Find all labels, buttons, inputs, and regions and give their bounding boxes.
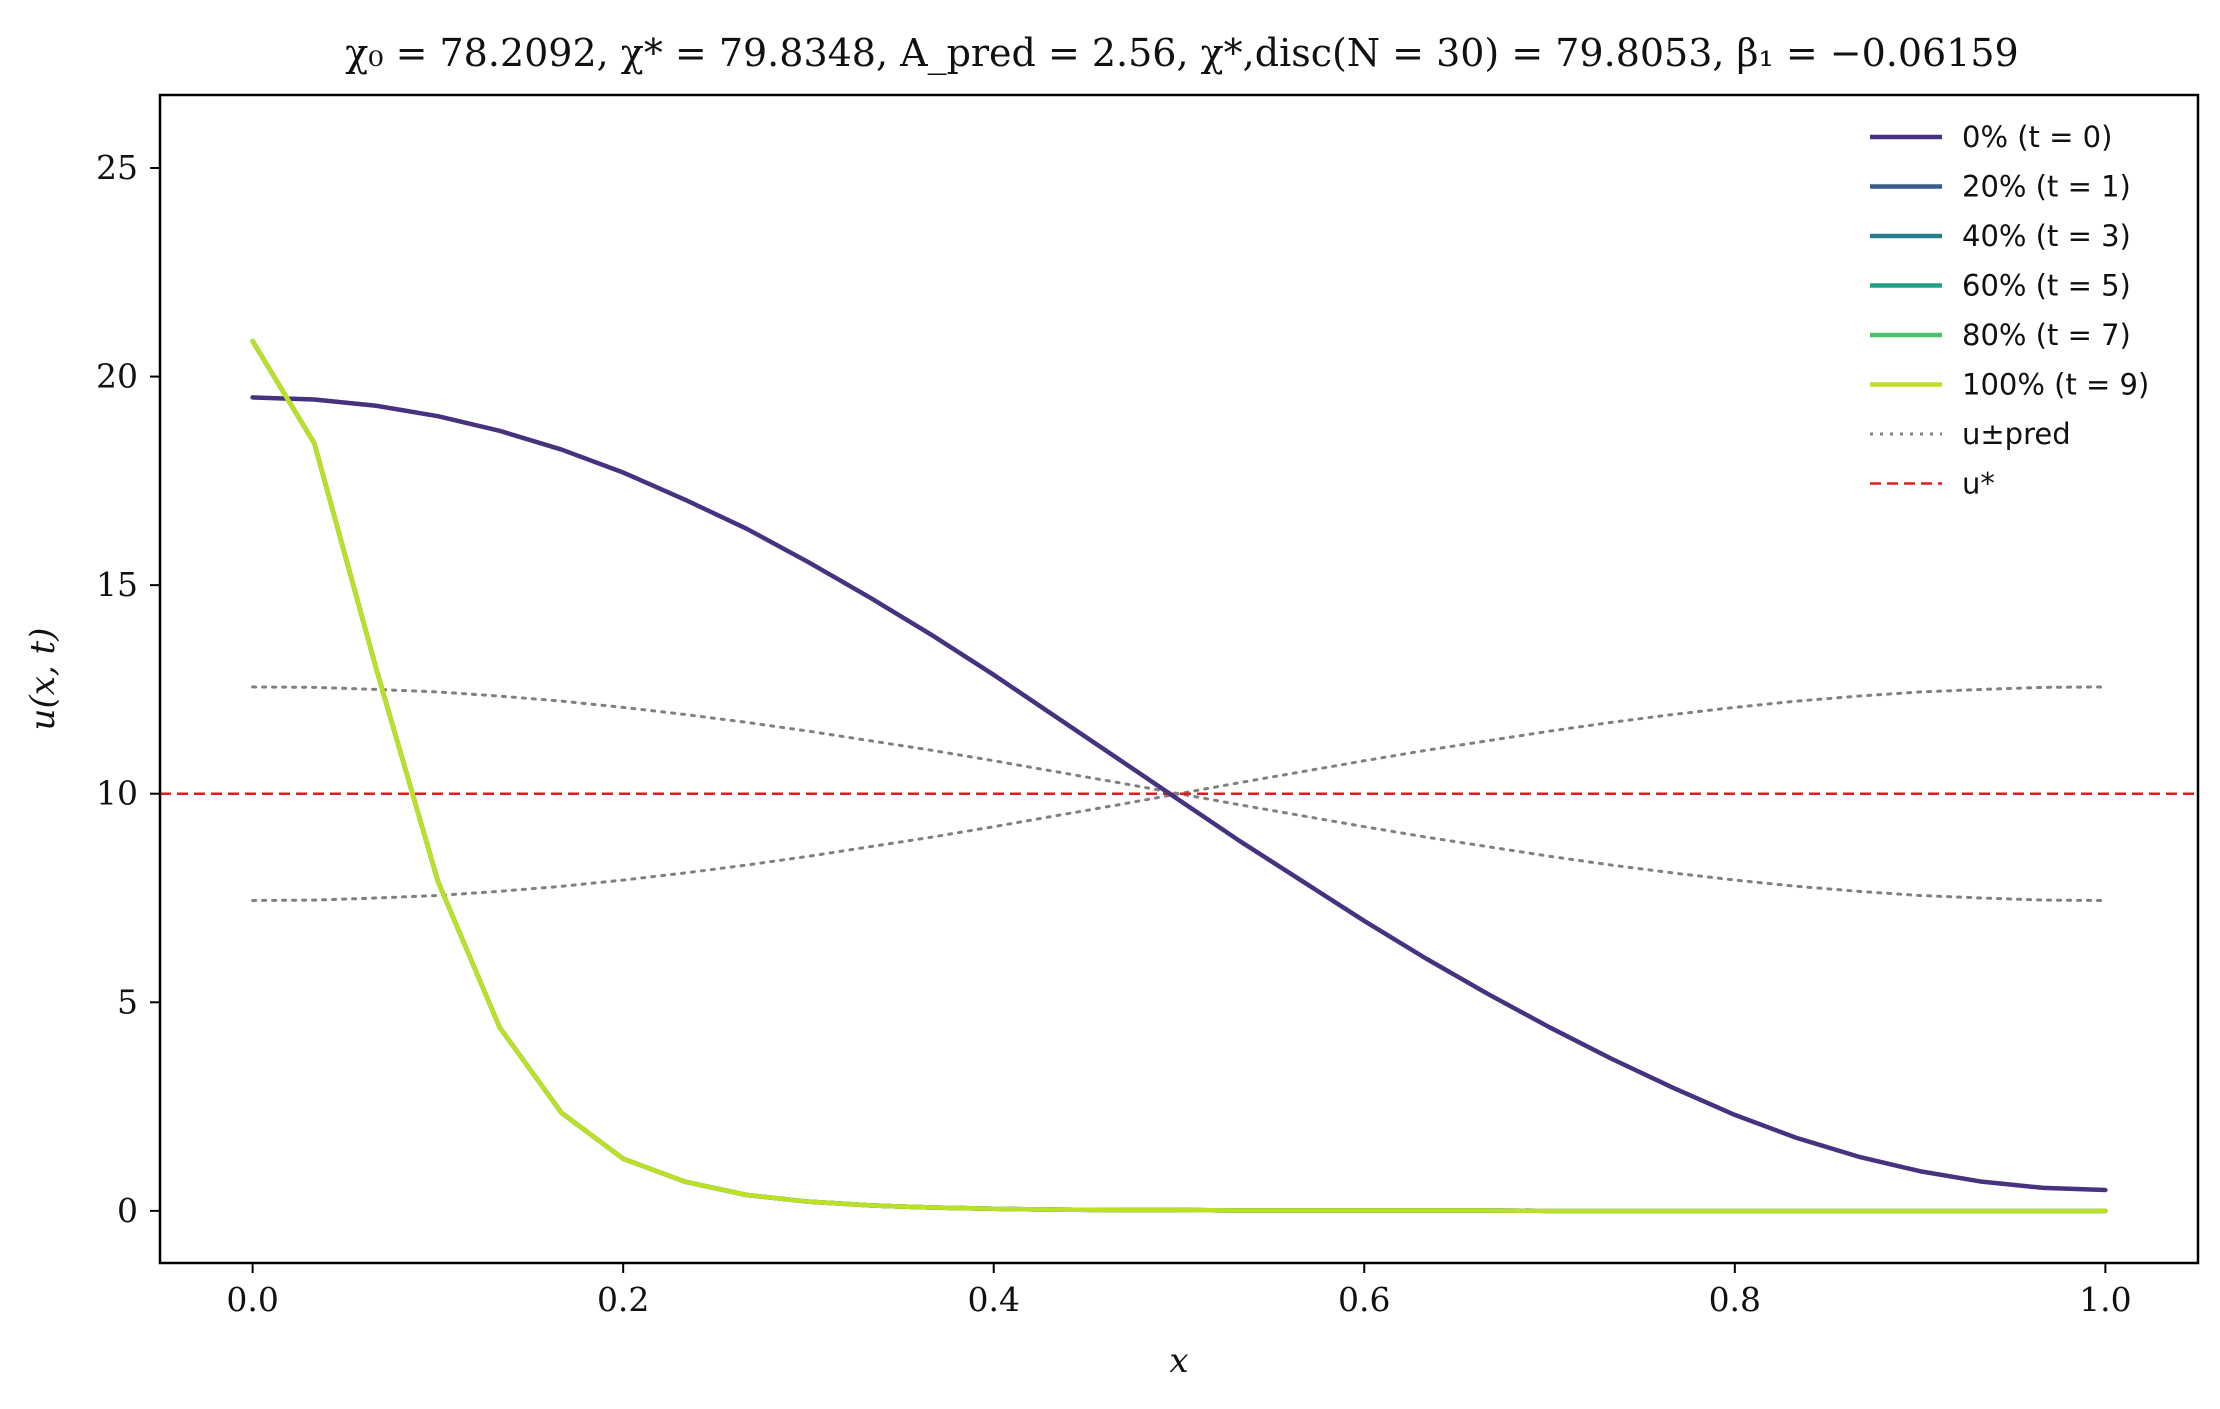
- x-tick-label: 0.2: [597, 1280, 649, 1319]
- series-line-5: [250, 338, 2108, 1214]
- legend-label: u*: [1962, 467, 1995, 501]
- x-axis: 0.0 0.2 0.4 0.6 0.8 1.0: [226, 1263, 2132, 1319]
- x-tick-label: 0.8: [1709, 1280, 1761, 1319]
- y-tick-label: 5: [117, 982, 138, 1021]
- legend: 0% (t = 0) 20% (t = 1) 40% (t = 3) 60% (t =…: [1870, 120, 2149, 501]
- y-axis: 0 5 10 15 20 25: [96, 148, 160, 1230]
- x-tick-label: 0.0: [226, 1280, 278, 1319]
- legend-label: 60% (t = 5): [1962, 269, 2131, 303]
- y-tick-label: 0: [117, 1191, 138, 1230]
- chart-title: χ₀ = 78.2092, χ* = 79.8348, A_pred = 2.5…: [345, 31, 2018, 76]
- y-tick-label: 25: [96, 148, 138, 187]
- legend-label: 100% (t = 9): [1962, 368, 2149, 402]
- x-tick-label: 1.0: [2079, 1280, 2131, 1319]
- reference-lines-layer: [160, 685, 2198, 902]
- legend-label: 40% (t = 3): [1962, 219, 2131, 253]
- legend-label: 0% (t = 0): [1962, 120, 2112, 154]
- legend-label: 20% (t = 1): [1962, 170, 2131, 204]
- legend-label: 80% (t = 7): [1962, 318, 2131, 352]
- x-tick-label: 0.6: [1338, 1280, 1390, 1319]
- y-axis-label: u(x, t): [23, 628, 63, 731]
- series-layer: [250, 338, 2108, 1214]
- y-tick-label: 20: [96, 357, 138, 396]
- plot-area-frame: [158, 93, 2200, 1265]
- series-line-0: [250, 395, 2108, 1193]
- x-tick-label: 0.4: [967, 1280, 1019, 1319]
- u-pred-bound-line: [251, 685, 2107, 902]
- legend-label: u±pred: [1962, 417, 2071, 451]
- x-axis-label: x: [1169, 1341, 1188, 1381]
- y-tick-label: 10: [96, 774, 138, 813]
- y-tick-label: 15: [96, 565, 138, 604]
